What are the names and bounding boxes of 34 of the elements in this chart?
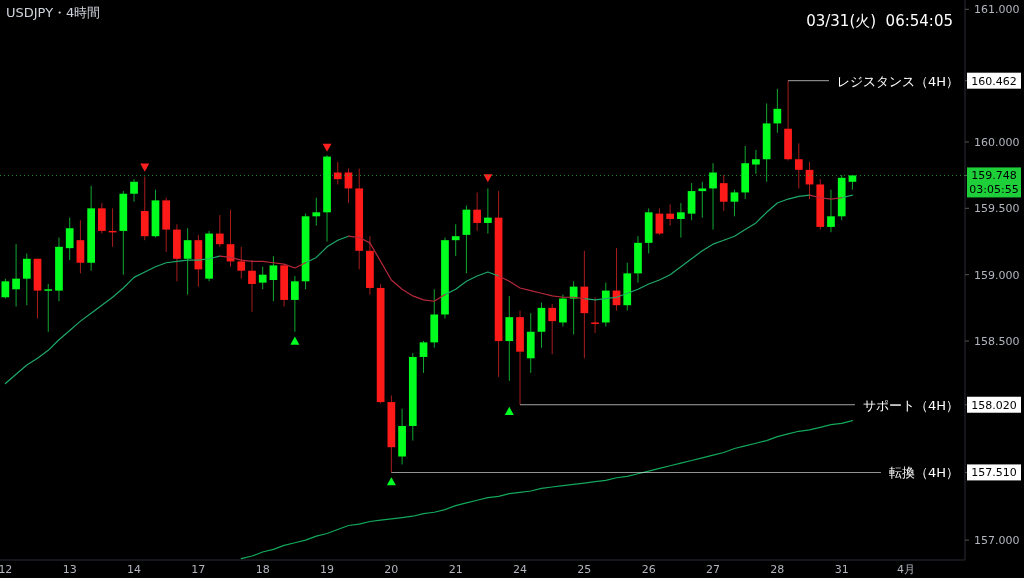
x-tick-label: 18 bbox=[255, 563, 270, 576]
ref-line-label: サポート（4H） bbox=[862, 397, 959, 413]
ref-line: 転換（4H） bbox=[390, 465, 959, 481]
x-tick-label: 31 bbox=[834, 563, 849, 576]
x-tick-label: 17 bbox=[191, 563, 206, 576]
x-tick-label: 12 bbox=[0, 563, 13, 576]
y-tick-label: 158.500 bbox=[974, 335, 1020, 349]
x-tick-label: 26 bbox=[641, 563, 656, 576]
ref-line: サポート（4H） bbox=[519, 397, 959, 413]
y-tick-label: 161.000 bbox=[974, 3, 1020, 17]
x-tick-label: 4月 bbox=[897, 563, 916, 576]
x-tick-label: 21 bbox=[448, 563, 463, 576]
y-tick-label: 158.020 bbox=[971, 398, 1017, 412]
x-tick-label: 19 bbox=[320, 563, 335, 576]
text: 03:05:55 bbox=[969, 183, 1019, 197]
x-tick-label: 24 bbox=[513, 563, 528, 576]
ref-line-label: 転換（4H） bbox=[888, 465, 959, 481]
y-tick-label: 159.000 bbox=[974, 268, 1020, 282]
ref-line: レジスタンス（4H） bbox=[787, 73, 959, 89]
annotation: 03/31(火) 06:54:05 bbox=[806, 12, 953, 30]
x-tick-label: 28 bbox=[770, 563, 785, 576]
y-tick-label: 159.500 bbox=[974, 202, 1020, 216]
chart-title: USDJPY・4時間 bbox=[6, 5, 101, 20]
y-tick-label: 160.462 bbox=[971, 74, 1017, 88]
x-tick-label: 27 bbox=[706, 563, 721, 576]
y-tick-label: 157.510 bbox=[971, 466, 1017, 480]
y-tick-label: 159.748 bbox=[971, 169, 1017, 183]
x-tick-label: 20 bbox=[384, 563, 399, 576]
x-tick-label: 14 bbox=[127, 563, 142, 576]
x-tick-label: 13 bbox=[62, 563, 77, 576]
y-tick-label: 160.000 bbox=[974, 135, 1020, 149]
x-tick-label: 25 bbox=[577, 563, 592, 576]
y-tick-label: 157.000 bbox=[974, 534, 1020, 548]
ref-line-label: レジスタンス（4H） bbox=[836, 73, 959, 89]
